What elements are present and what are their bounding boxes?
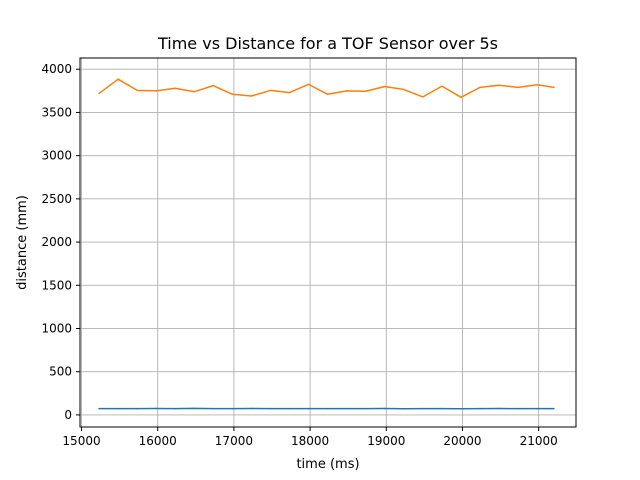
series-1-point bbox=[288, 407, 291, 410]
series-1-point bbox=[231, 407, 234, 410]
series-2-point bbox=[155, 90, 157, 92]
x-axis-label: time (ms) bbox=[296, 457, 359, 472]
x-tick-label: 20000 bbox=[443, 434, 481, 448]
x-tick-label: 16000 bbox=[139, 434, 177, 448]
series-1-point bbox=[193, 407, 196, 410]
series-2-point bbox=[117, 78, 119, 80]
series-1-point bbox=[98, 407, 100, 410]
series-2-point bbox=[441, 85, 443, 87]
series-layer bbox=[98, 78, 555, 410]
series-1-point bbox=[422, 407, 424, 410]
series-1-point bbox=[174, 407, 176, 410]
series-2-point bbox=[479, 86, 481, 89]
series-1-point bbox=[553, 407, 555, 410]
series-1-point bbox=[479, 407, 481, 410]
series-2-point bbox=[98, 92, 100, 95]
tick-layer: 15000 16000 17000 18000 19000 20000 21000 0 500 1… bbox=[41, 62, 557, 448]
series-2-point bbox=[174, 87, 176, 89]
chart-title: Time vs Distance for a TOF Sensor over 5… bbox=[157, 34, 498, 53]
series-2-point bbox=[288, 91, 291, 94]
series-2-point bbox=[498, 84, 500, 86]
series-1-point bbox=[345, 407, 348, 410]
y-tick-label: 500 bbox=[49, 365, 72, 379]
y-tick-label: 3500 bbox=[41, 105, 72, 119]
series-2-point bbox=[536, 84, 538, 86]
y-tick-label: 1500 bbox=[41, 278, 72, 292]
series-2-point bbox=[193, 90, 196, 93]
series-1-point bbox=[441, 407, 443, 410]
series-2-point bbox=[517, 86, 519, 89]
x-tick-label: 17000 bbox=[215, 434, 253, 448]
series-2-point bbox=[460, 96, 462, 99]
series-2-point bbox=[231, 93, 234, 96]
series-1 bbox=[98, 407, 555, 410]
y-tick-label: 0 bbox=[64, 408, 72, 422]
series-2-point bbox=[422, 96, 424, 98]
series-2-point bbox=[326, 93, 329, 96]
series-1-point bbox=[403, 408, 405, 410]
series-1-point bbox=[536, 407, 538, 410]
series-2-point bbox=[384, 85, 386, 88]
series-1-point bbox=[155, 407, 157, 410]
y-tick-label: 2500 bbox=[41, 192, 72, 206]
series-2-point bbox=[136, 89, 138, 92]
series-1-point bbox=[117, 407, 119, 410]
x-tick-label: 15000 bbox=[62, 434, 100, 448]
y-tick-label: 1000 bbox=[41, 321, 72, 335]
series-2 bbox=[98, 78, 555, 99]
series-1-point bbox=[212, 407, 215, 410]
series-1-point bbox=[384, 407, 386, 410]
series-2-point bbox=[269, 89, 272, 92]
x-tick-label: 18000 bbox=[291, 434, 329, 448]
y-tick-label: 2000 bbox=[41, 235, 72, 249]
series-1-point bbox=[326, 407, 329, 410]
x-tick-label: 21000 bbox=[520, 434, 558, 448]
series-1-point bbox=[269, 407, 272, 410]
series-1-point bbox=[307, 407, 310, 410]
x-tick-label: 19000 bbox=[367, 434, 405, 448]
series-1-point bbox=[136, 407, 138, 410]
y-tick-label: 3000 bbox=[41, 149, 72, 163]
series-2-point bbox=[403, 88, 405, 91]
series-1-point bbox=[460, 408, 462, 410]
series-1-point bbox=[250, 407, 253, 410]
series-2-point bbox=[307, 83, 310, 86]
y-axis-label: distance (mm) bbox=[15, 195, 30, 290]
series-1-point bbox=[364, 407, 367, 410]
series-2-point bbox=[345, 90, 348, 92]
series-2-point bbox=[364, 90, 367, 93]
series-2-point bbox=[212, 84, 215, 87]
y-tick-label: 4000 bbox=[41, 62, 72, 76]
series-2-point bbox=[553, 86, 555, 89]
series-1-point bbox=[517, 407, 519, 410]
series-2-point bbox=[250, 95, 253, 97]
series-1-point bbox=[498, 407, 500, 410]
grid-layer bbox=[80, 58, 576, 427]
